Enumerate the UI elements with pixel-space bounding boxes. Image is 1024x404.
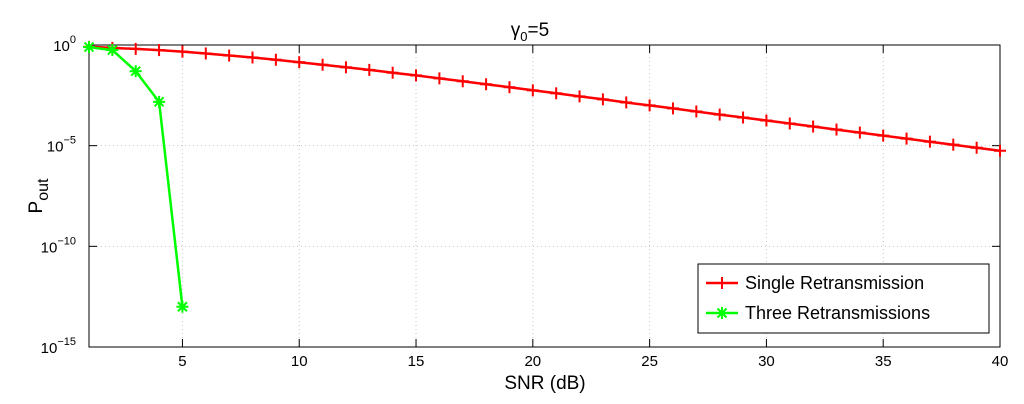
plus-marker bbox=[643, 99, 656, 112]
plus-marker bbox=[480, 78, 493, 91]
plus-marker bbox=[176, 45, 189, 58]
plus-marker bbox=[716, 277, 728, 289]
y-tick-exponent: −15 bbox=[57, 336, 76, 348]
star-marker bbox=[176, 300, 189, 313]
plus-marker bbox=[573, 90, 586, 103]
plus-marker bbox=[246, 51, 259, 64]
title-rest: =5 bbox=[528, 20, 550, 41]
x-tick-label: 15 bbox=[408, 353, 425, 370]
y-tick-base: 10 bbox=[41, 340, 58, 357]
star-marker bbox=[153, 95, 166, 108]
legend: Single Retransmission Three Retransmissio… bbox=[697, 263, 990, 334]
plus-marker bbox=[433, 72, 446, 85]
title-sub: 0 bbox=[520, 29, 527, 44]
title-main: γ bbox=[511, 20, 521, 41]
plus-marker bbox=[456, 75, 469, 88]
plus-marker bbox=[877, 129, 890, 142]
plus-marker bbox=[153, 44, 166, 57]
series-line bbox=[88, 45, 1001, 152]
x-tick-label: 25 bbox=[641, 353, 658, 370]
plus-marker bbox=[129, 42, 142, 55]
plus-marker bbox=[690, 105, 703, 118]
plus-marker bbox=[994, 144, 1006, 157]
plus-marker bbox=[853, 126, 866, 139]
plus-marker bbox=[666, 102, 679, 115]
plus-marker bbox=[199, 47, 212, 60]
plus-marker bbox=[807, 120, 820, 133]
legend-entry-2: Three Retransmissions bbox=[706, 303, 930, 323]
plus-marker bbox=[970, 141, 983, 154]
x-tick-label: 35 bbox=[875, 353, 892, 370]
svg-text:γ0=5: γ0=5 bbox=[511, 20, 549, 44]
y-axis-label: Pout bbox=[26, 178, 52, 213]
legend-box bbox=[697, 263, 990, 334]
plus-marker bbox=[363, 63, 376, 76]
plus-marker bbox=[269, 53, 282, 66]
plus-marker bbox=[830, 123, 843, 136]
x-axis-ticks: 5 10 15 20 25 30 35 40 bbox=[178, 45, 1008, 370]
plus-marker bbox=[223, 49, 236, 62]
plus-marker bbox=[596, 93, 609, 106]
plus-marker bbox=[713, 108, 726, 121]
star-marker bbox=[83, 41, 95, 54]
series-line bbox=[88, 45, 184, 307]
plus-marker bbox=[386, 66, 399, 79]
y-tick-label: 100 bbox=[53, 34, 76, 55]
legend-label: Three Retransmissions bbox=[745, 303, 930, 323]
plus-marker bbox=[293, 56, 306, 69]
series-layer bbox=[83, 40, 1006, 313]
y-axis-label-main: P bbox=[26, 201, 47, 214]
x-tick-label: 20 bbox=[524, 353, 541, 370]
x-tick-label: 5 bbox=[178, 353, 186, 370]
x-tick-label: 10 bbox=[291, 353, 308, 370]
plus-marker bbox=[760, 114, 773, 127]
series-1 bbox=[83, 40, 1006, 157]
y-tick-exponent: −5 bbox=[63, 135, 76, 147]
plus-marker bbox=[316, 58, 329, 71]
plus-marker bbox=[923, 135, 936, 148]
plus-marker bbox=[410, 69, 423, 82]
y-tick-label: 10−5 bbox=[47, 135, 76, 156]
y-axis-label-sub: out bbox=[35, 178, 52, 201]
star-marker bbox=[716, 307, 728, 319]
plus-marker bbox=[526, 84, 539, 97]
plus-marker bbox=[947, 138, 960, 151]
y-tick-base: 10 bbox=[53, 38, 70, 55]
y-tick-base: 10 bbox=[47, 139, 64, 156]
legend-entry-1: Single Retransmission bbox=[706, 273, 924, 293]
plot-area-frame bbox=[88, 44, 1001, 348]
x-tick-label: 30 bbox=[758, 353, 775, 370]
plus-marker bbox=[783, 117, 796, 130]
title: γ0=5 bbox=[511, 20, 549, 44]
plus-marker bbox=[339, 61, 352, 74]
y-tick-base: 10 bbox=[41, 239, 58, 256]
plus-marker bbox=[900, 132, 913, 145]
star-marker bbox=[106, 44, 119, 57]
plus-marker bbox=[620, 96, 633, 109]
star-marker bbox=[129, 65, 142, 78]
plus-marker bbox=[503, 81, 516, 94]
y-tick-exponent: 0 bbox=[70, 34, 76, 46]
series-2 bbox=[83, 41, 189, 313]
legend-label: Single Retransmission bbox=[745, 273, 924, 293]
x-tick-label: 40 bbox=[992, 353, 1009, 370]
y-tick-label: 10−10 bbox=[41, 235, 76, 256]
plus-marker bbox=[737, 111, 750, 124]
x-axis-label: SNR (dB) bbox=[504, 373, 585, 394]
plus-marker bbox=[550, 87, 563, 100]
y-tick-label: 10−15 bbox=[41, 336, 76, 357]
y-tick-exponent: −10 bbox=[57, 235, 76, 247]
